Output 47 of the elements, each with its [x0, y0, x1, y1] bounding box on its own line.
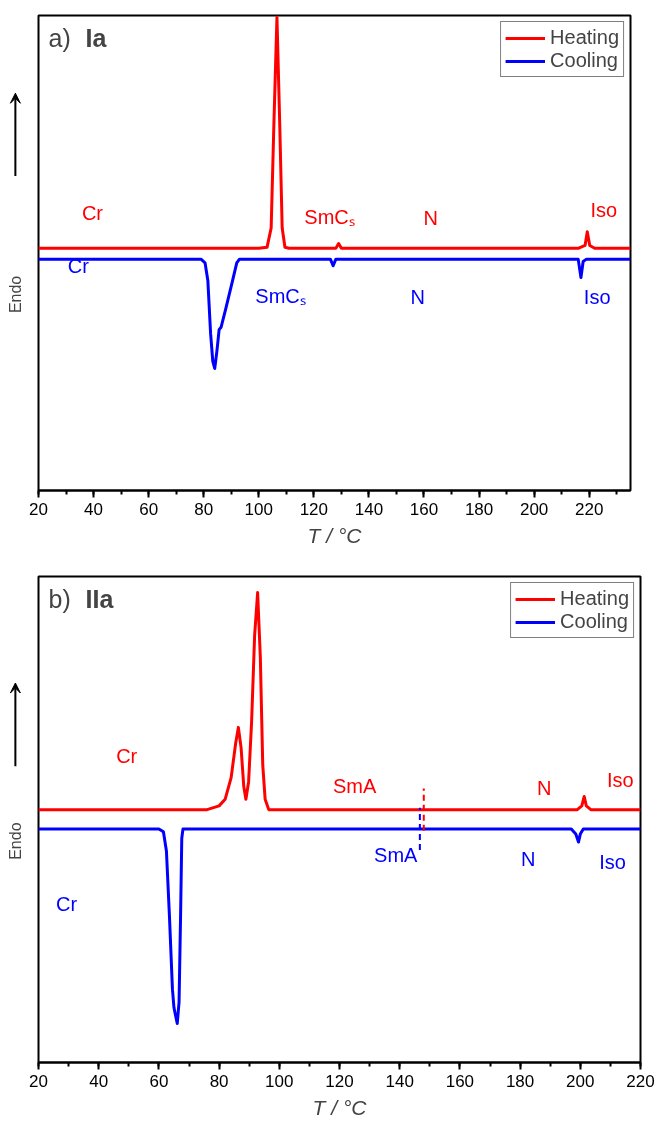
legend-label: Cooling [560, 610, 628, 633]
annotation: SmA [332, 774, 377, 797]
annotation: Iso [599, 851, 626, 874]
legend-label: Cooling [550, 49, 618, 72]
x-tick-label: 100 [265, 1071, 294, 1091]
x-tick-label: 100 [244, 499, 273, 519]
annotation: Iso [590, 199, 618, 222]
x-tick-label: 40 [84, 499, 104, 519]
annotation: N [521, 847, 536, 870]
x-axis-title: T / °C [312, 1095, 368, 1119]
x-tick-label: 140 [385, 1071, 414, 1091]
annotation: N [423, 207, 438, 230]
annotation: N [536, 776, 552, 799]
y-axis-title: Endo [6, 822, 24, 860]
x-tick-label: 180 [505, 1071, 535, 1091]
x-tick-label: 80 [194, 499, 214, 519]
x-tick-label: 220 [626, 1071, 655, 1091]
x-tick-label: 200 [519, 499, 549, 519]
x-tick-label: 40 [89, 1071, 109, 1091]
annotation: Iso [583, 286, 611, 309]
x-tick-label: 200 [566, 1071, 595, 1091]
legend-label: Heating [550, 26, 619, 49]
annotation: SmCₛ [304, 206, 355, 229]
annotation: SmA [374, 844, 419, 867]
x-tick-label: 180 [464, 499, 494, 519]
x-tick-label: 80 [209, 1071, 229, 1091]
annotation: SmCₛ [255, 284, 306, 307]
annotation: Cr [55, 892, 78, 915]
x-tick-label: 20 [29, 499, 48, 519]
annotation: Cr [116, 744, 138, 767]
x-tick-label: 160 [409, 499, 439, 519]
x-tick-label: 60 [139, 499, 159, 519]
annotation: Iso [606, 769, 634, 792]
x-tick-label: 220 [575, 499, 604, 519]
x-tick-label: 20 [29, 1071, 48, 1091]
x-axis-title: T / °C [307, 523, 363, 547]
annotation: Cr [81, 201, 104, 224]
x-tick-label: 160 [445, 1071, 475, 1091]
x-tick-label: 120 [325, 1071, 354, 1091]
x-tick-label: 140 [354, 499, 384, 519]
x-tick-label: 120 [299, 499, 329, 519]
x-tick-label: 60 [149, 1071, 169, 1091]
y-axis-title: Endo [6, 275, 24, 314]
chart-title: b) IIa [48, 584, 115, 613]
chart-title: a) Ia [48, 23, 108, 52]
legend-label: Heating [560, 587, 629, 610]
annotation: N [410, 285, 425, 308]
